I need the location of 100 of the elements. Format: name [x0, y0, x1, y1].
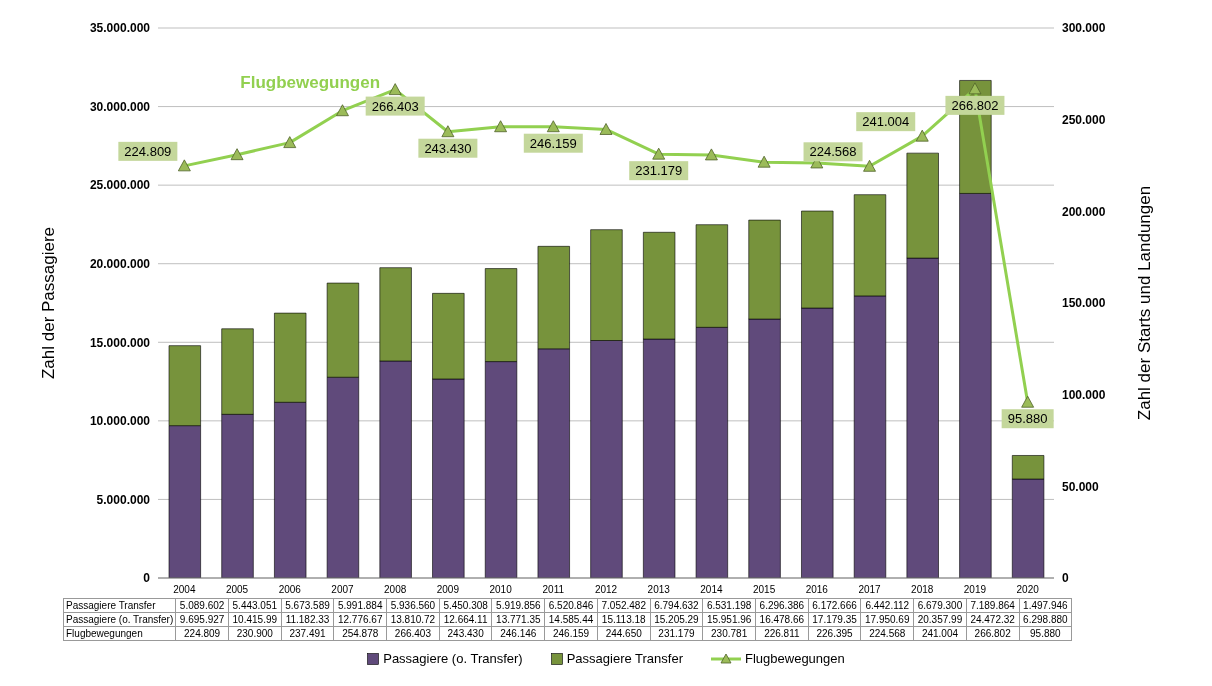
point [336, 104, 349, 117]
data-label: 5.991.884 [333, 598, 387, 613]
data-label: 1.497.946 [1019, 598, 1072, 613]
point [177, 159, 191, 172]
data-label: 7.189.864 [966, 598, 1020, 613]
data-label: 15.113.18 [597, 612, 651, 627]
data-label: 6.531.198 [702, 598, 756, 613]
legend-label: Flugbewegungen [744, 651, 845, 666]
data-label: 266.802 [966, 626, 1020, 641]
x-tick-label: 2010 [489, 584, 513, 596]
data-label: 266.403 [386, 626, 440, 641]
data-label: 6.794.632 [650, 598, 703, 613]
data-label: 244.650 [597, 626, 651, 641]
data-label: 95.880 [1019, 626, 1072, 641]
x-tick-label: 2007 [331, 584, 355, 596]
annotation: 266.403 [371, 98, 419, 114]
y2-axis-title: Zahl der Starts und Landungen [1135, 185, 1155, 421]
data-label: 17.950.69 [860, 612, 914, 627]
annotation: 243.430 [424, 140, 472, 156]
point [1021, 395, 1035, 408]
y2-tick-label: 50.000 [1062, 479, 1100, 494]
data-label: 14.585.44 [544, 612, 598, 627]
data-label: 5.673.589 [281, 598, 334, 613]
point [915, 129, 929, 142]
y-tick-label: 20.000.000 [89, 256, 151, 271]
text: Flugbewegungen [240, 72, 381, 92]
x-tick-label: 2018 [911, 584, 934, 596]
x-tick-label: 2008 [384, 584, 407, 596]
x-tick-label: 2020 [1016, 584, 1040, 596]
data-label: 10.415.99 [228, 612, 282, 627]
legend-label: Passagiere Transfer [565, 651, 684, 666]
x-tick-label: 2009 [436, 584, 460, 596]
point [757, 155, 771, 168]
x-tick-label: 2011 [542, 584, 565, 596]
point [968, 82, 982, 95]
data-label: 231.179 [650, 626, 703, 641]
data-label: 6.442.112 [860, 598, 914, 613]
y2-tick-label: 150.000 [1062, 296, 1106, 311]
legend-label: Passagiere (o. Transfer) [382, 651, 523, 666]
y-tick-label: 10.000.000 [89, 414, 151, 429]
y-tick-label: 15.000.000 [89, 335, 151, 350]
data-label: 237.491 [281, 626, 334, 641]
data-label: 6.298.880 [1019, 612, 1072, 627]
data-label: 243.430 [439, 626, 492, 641]
data-label: 13.771.35 [491, 612, 545, 627]
data-label: 6.172.666 [808, 598, 861, 613]
data-label: 17.179.35 [808, 612, 861, 627]
data-label: 5.089.602 [175, 598, 229, 613]
x-tick-label: 2006 [278, 584, 302, 596]
data-label: 9.695.927 [175, 612, 229, 627]
y-tick-label: 30.000.000 [89, 99, 151, 114]
data-label: 5.919.856 [491, 598, 545, 613]
y-tick-label: 0 [143, 571, 151, 586]
y-axis-title: Zahl der Passagiere [39, 226, 59, 380]
y2-tick-label: 0 [1062, 571, 1069, 586]
data-label: 224.568 [860, 626, 914, 641]
data-label: 241.004 [913, 626, 967, 641]
point [863, 159, 876, 172]
data-label: 254.878 [333, 626, 387, 641]
x-tick-label: 2012 [594, 584, 618, 596]
data-label: 15.205.29 [650, 612, 703, 627]
text: Flugbewegungen [66, 628, 143, 639]
data-label: 6.296.386 [755, 598, 809, 613]
data-label: 246.159 [544, 626, 598, 641]
point [494, 120, 507, 133]
data-label: 230.900 [228, 626, 282, 641]
annotation: 224.568 [809, 144, 857, 160]
data-label: 7.052.482 [597, 598, 651, 613]
point [705, 148, 718, 161]
point [388, 83, 402, 95]
data-label: 6.520.846 [544, 598, 598, 613]
data-label: 13.810.72 [386, 612, 440, 627]
y2-tick-label: 300.000 [1062, 21, 1106, 36]
point [230, 148, 244, 161]
point [652, 147, 666, 160]
data-label: 5.936.560 [386, 598, 440, 613]
text: Passagiere Transfer [66, 600, 156, 611]
data-label: 12.664.11 [439, 612, 492, 627]
annotation: 246.159 [529, 135, 577, 151]
point [599, 123, 613, 135]
data-label: 11.182.33 [281, 612, 334, 627]
data-label: 246.146 [491, 626, 545, 641]
data-label: 6.679.300 [913, 598, 967, 613]
y2-tick-label: 250.000 [1062, 112, 1106, 127]
x-tick-label: 2019 [963, 584, 987, 596]
x-tick-label: 2016 [805, 584, 829, 596]
y-tick-label: 25.000.000 [89, 178, 151, 193]
data-label: 5.443.051 [228, 598, 282, 613]
data-label: 230.781 [702, 626, 756, 641]
data-label: 226.395 [808, 626, 861, 641]
y2-tick-label: 100.000 [1062, 387, 1106, 402]
x-tick-label: 2005 [225, 584, 249, 596]
point [546, 120, 560, 133]
x-tick-label: 2004 [173, 584, 196, 596]
data-label: 12.776.67 [333, 612, 387, 627]
data-label: 16.478.66 [755, 612, 809, 627]
data-label: 15.951.96 [702, 612, 756, 627]
text: Passagiere (o. Transfer) [66, 614, 174, 625]
data-label: 20.357.99 [913, 612, 967, 627]
annotation: 231.179 [635, 163, 683, 179]
